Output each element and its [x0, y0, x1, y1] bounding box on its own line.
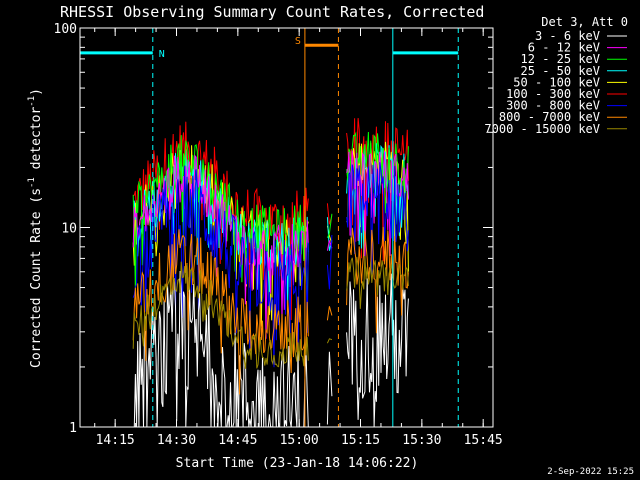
state-bar-label: N [159, 49, 165, 60]
legend-label: 800 - 7000 keV [499, 110, 600, 124]
x-tick-label: 14:45 [218, 433, 257, 448]
x-tick-label: 14:30 [157, 433, 196, 448]
x-axis-label: Start Time (23-Jan-18 14:06:22) [176, 456, 419, 471]
x-axis: 14:15 14:30 14:45 15:00 15:15 15:30 15:45 [94, 28, 503, 448]
legend-label: 3 - 6 keV [535, 29, 600, 43]
y-tick-label: 100 [54, 22, 77, 37]
x-tick-label: 15:30 [402, 433, 441, 448]
x-tick-label: 14:15 [96, 433, 135, 448]
series-line [132, 135, 309, 304]
y-axis-label: Corrected Count Rate (s-1 detector-1) [27, 88, 44, 368]
legend-label: 25 - 50 keV [521, 64, 600, 78]
series-line-blip [326, 234, 333, 290]
y-axis: 1 10 100 [54, 22, 493, 436]
state-bar-label: S [295, 36, 301, 47]
x-tick-label: 15:00 [280, 433, 319, 448]
series-line [132, 261, 309, 369]
series-line [346, 255, 409, 309]
series-line [132, 165, 309, 368]
legend-label: 100 - 300 keV [506, 87, 600, 101]
footer-timestamp: 2-Sep-2022 15:25 [547, 467, 634, 477]
legend-label: 50 - 100 keV [513, 75, 600, 89]
legend-label: 12 - 25 keV [521, 52, 600, 66]
x-tick-label: 15:15 [341, 433, 380, 448]
series-line-blip [326, 306, 333, 321]
legend-title: Det 3, Att 0 [541, 15, 628, 29]
legend-label: 300 - 800 keV [506, 99, 600, 113]
legend-label: 6 - 12 keV [528, 41, 600, 55]
x-tick-label: 15:45 [464, 433, 503, 448]
series-line-blip [326, 351, 333, 425]
y-tick-label: 1 [69, 421, 77, 436]
series-line-blip [326, 338, 333, 344]
series-line [346, 162, 409, 275]
y-tick-label: 10 [61, 222, 77, 237]
series-line [346, 226, 409, 334]
chart-title: RHESSI Observing Summary Count Rates, Co… [60, 3, 484, 21]
series-line-blip [326, 213, 333, 238]
legend-label: 7000 - 15000 keV [484, 122, 600, 136]
